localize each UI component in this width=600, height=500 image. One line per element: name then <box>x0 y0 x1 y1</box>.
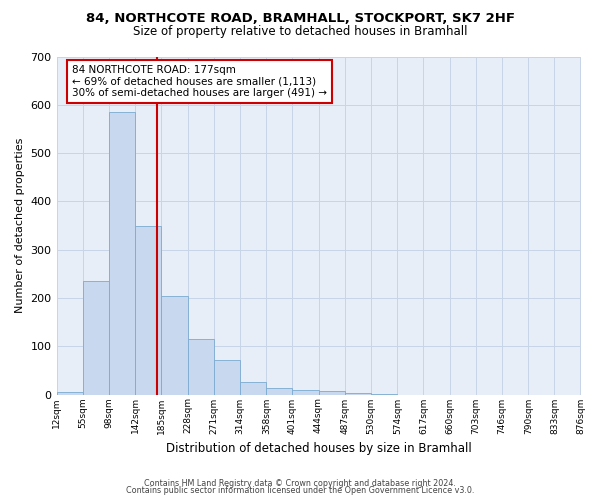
Text: Size of property relative to detached houses in Bramhall: Size of property relative to detached ho… <box>133 25 467 38</box>
Y-axis label: Number of detached properties: Number of detached properties <box>15 138 25 313</box>
Bar <box>109 112 136 395</box>
Bar <box>188 339 214 394</box>
Bar <box>239 382 266 394</box>
X-axis label: Distribution of detached houses by size in Bramhall: Distribution of detached houses by size … <box>166 442 472 455</box>
Text: Contains public sector information licensed under the Open Government Licence v3: Contains public sector information licen… <box>126 486 474 495</box>
Bar <box>344 392 371 394</box>
Bar <box>319 391 344 394</box>
Text: 84, NORTHCOTE ROAD, BRAMHALL, STOCKPORT, SK7 2HF: 84, NORTHCOTE ROAD, BRAMHALL, STOCKPORT,… <box>86 12 515 26</box>
Bar <box>292 390 319 394</box>
Bar <box>161 296 188 394</box>
Text: 84 NORTHCOTE ROAD: 177sqm
← 69% of detached houses are smaller (1,113)
30% of se: 84 NORTHCOTE ROAD: 177sqm ← 69% of detac… <box>72 65 327 98</box>
Bar <box>266 388 292 394</box>
Bar <box>136 226 161 394</box>
Bar <box>56 392 83 394</box>
Bar <box>83 281 109 394</box>
Bar <box>214 360 239 394</box>
Text: Contains HM Land Registry data © Crown copyright and database right 2024.: Contains HM Land Registry data © Crown c… <box>144 478 456 488</box>
